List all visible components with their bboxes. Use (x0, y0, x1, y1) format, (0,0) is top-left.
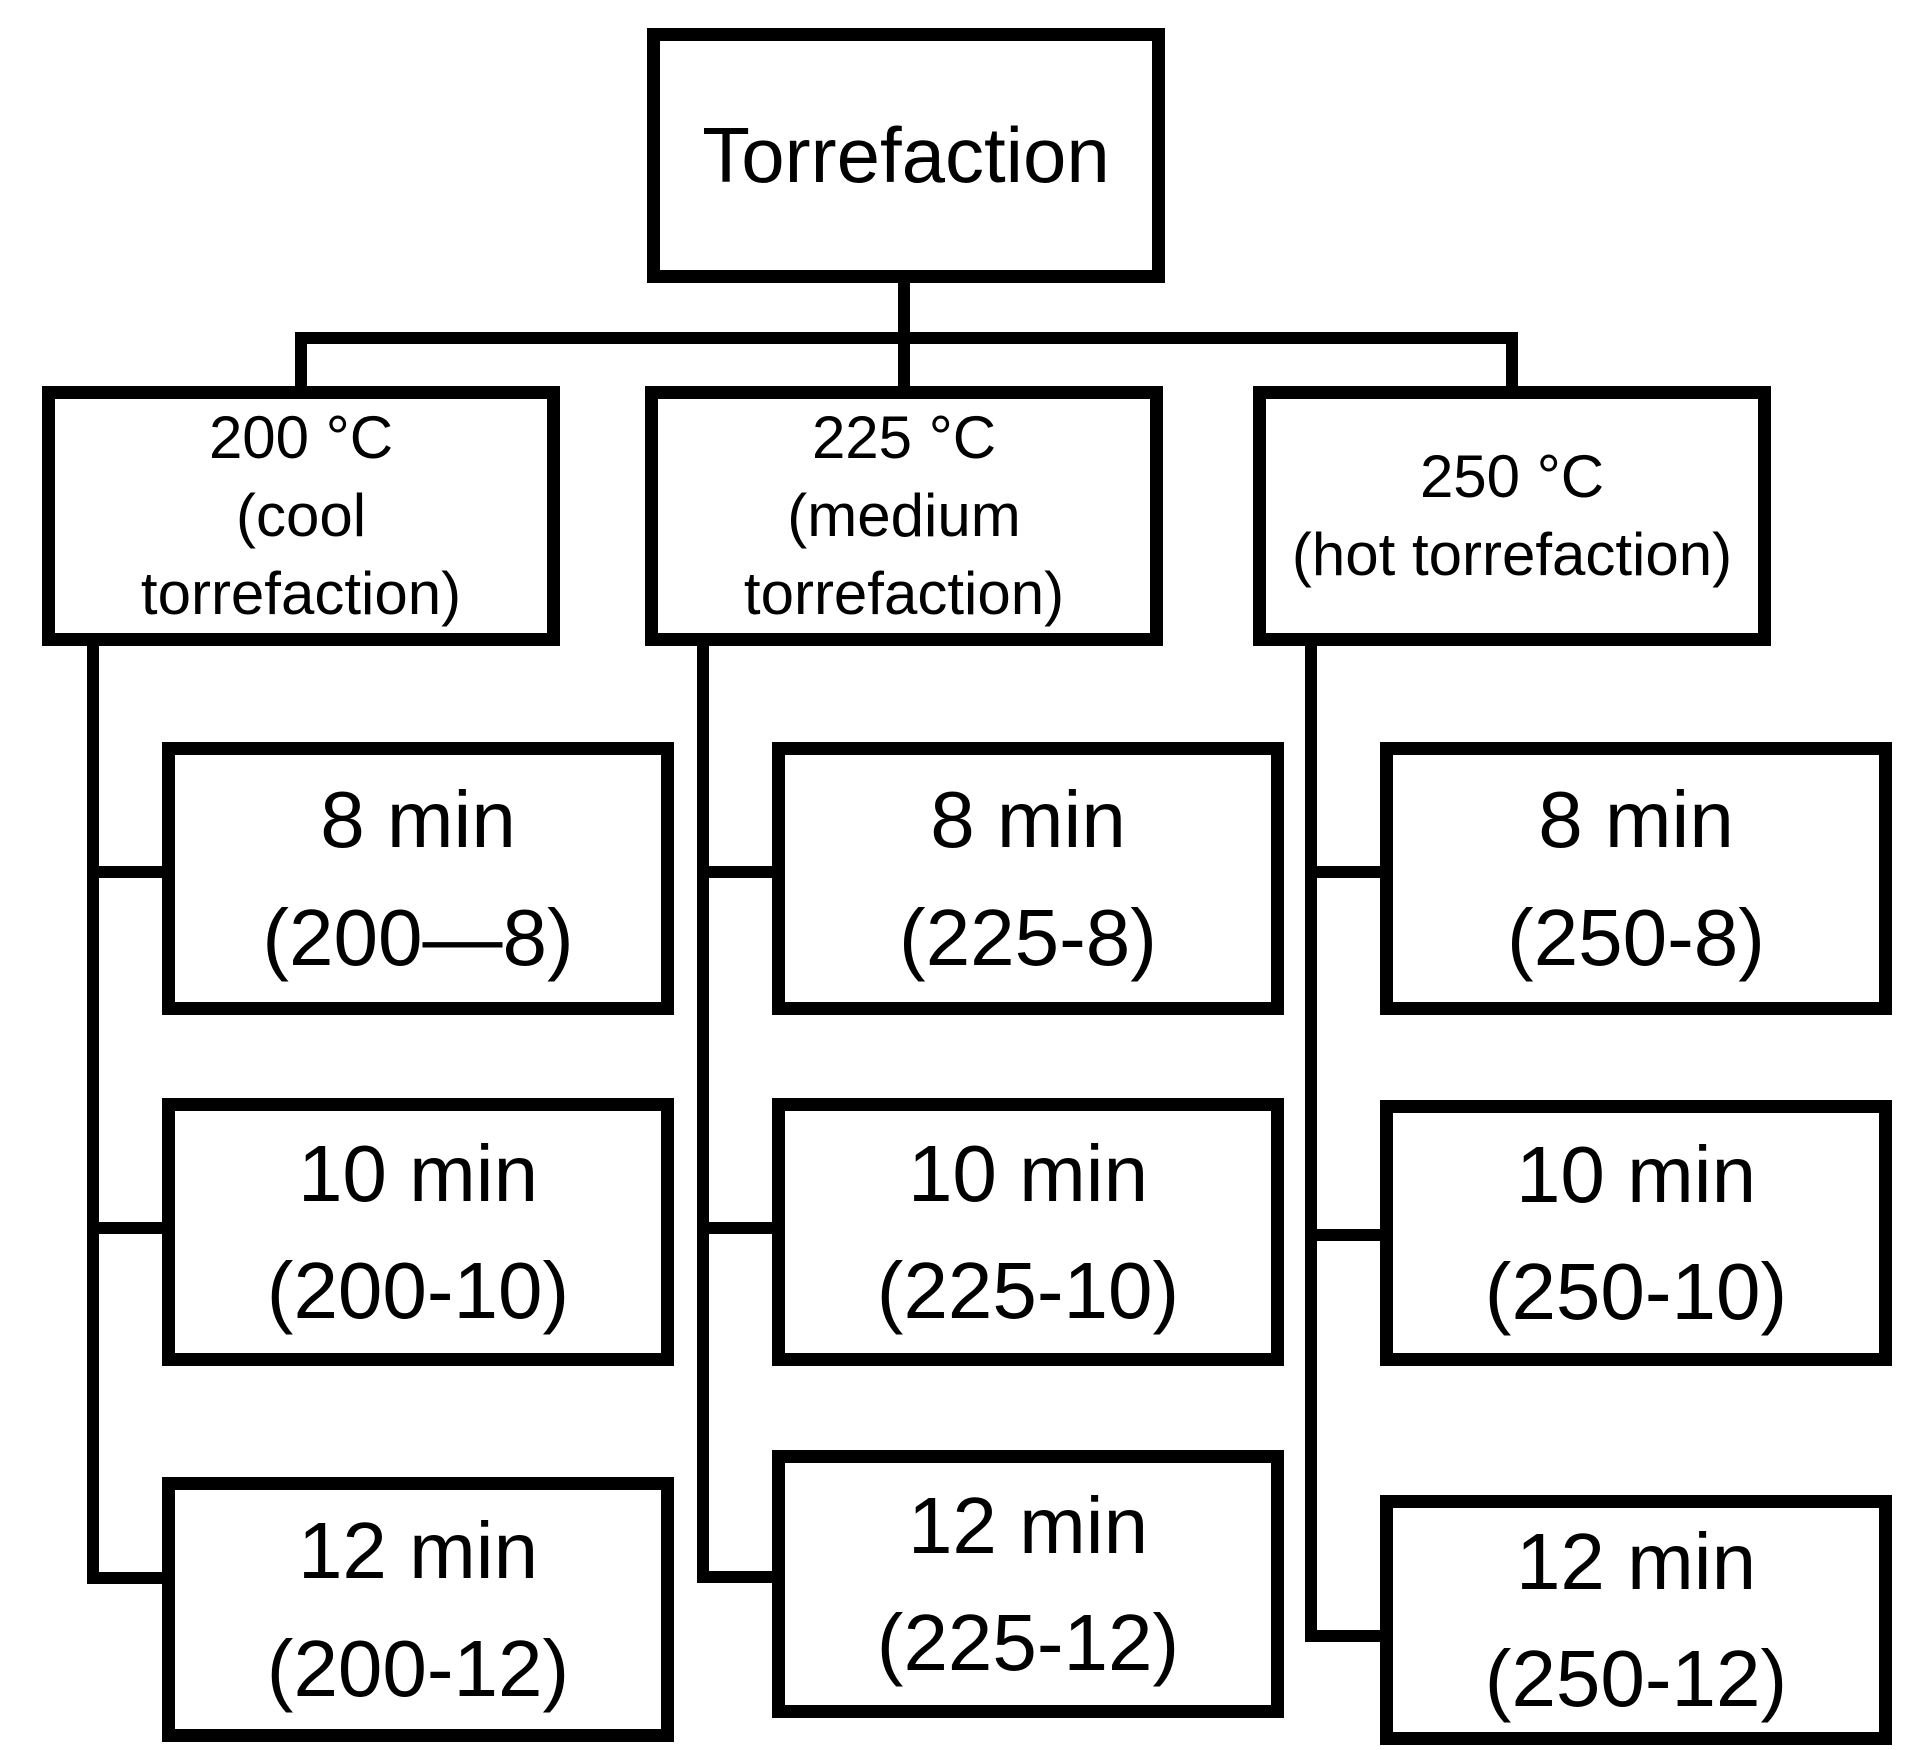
box-time-200-12: 12 min (200-12) (162, 1477, 674, 1742)
time-duration: 10 min (907, 1128, 1149, 1218)
temp-line: 250 °C (1419, 443, 1605, 510)
connector-stub-200-12 (87, 1572, 167, 1584)
connector-stub-225-10 (697, 1222, 777, 1234)
time-code: (250-8) (1507, 892, 1765, 982)
box-time-200-10: 10 min (200-10) (162, 1098, 674, 1366)
connector-feeder-right (1305, 640, 1317, 1642)
time-duration: 10 min (297, 1128, 539, 1218)
temp-line: (medium (787, 482, 1021, 549)
connector-drop-left (295, 332, 307, 392)
time-duration: 12 min (1515, 1516, 1757, 1606)
box-temp-200: 200 °C (cool torrefaction) (42, 386, 560, 646)
box-time-250-8: 8 min (250-8) (1380, 742, 1892, 1015)
connector-feeder-mid (697, 640, 709, 1583)
box-torrefaction: Torrefaction (647, 28, 1165, 283)
connector-stub-250-8 (1305, 866, 1385, 878)
box-temp-225: 225 °C (medium torrefaction) (645, 386, 1163, 646)
time-code: (200-12) (266, 1623, 570, 1713)
connector-distributor (295, 332, 1518, 344)
box-time-225-8: 8 min (225-8) (772, 742, 1284, 1015)
time-code: (225-10) (876, 1246, 1180, 1335)
temp-line: 225 °C (811, 404, 997, 471)
time-code: (225-12) (876, 1598, 1180, 1687)
connector-drop-right (1506, 332, 1518, 392)
connector-stub-225-8 (697, 866, 777, 878)
connector-stub-200-10 (87, 1222, 167, 1234)
box-time-200-8: 8 min (200—8) (162, 742, 674, 1015)
time-duration: 8 min (320, 775, 516, 865)
temp-line: torrefaction) (140, 560, 462, 627)
time-duration: 12 min (297, 1506, 539, 1596)
root-label: Torrefaction (702, 110, 1110, 199)
box-time-250-12: 12 min (250-12) (1380, 1495, 1892, 1745)
box-time-250-10: 10 min (250-10) (1380, 1100, 1892, 1366)
temp-line: (cool (235, 482, 367, 549)
time-duration: 8 min (1538, 775, 1734, 865)
time-duration: 10 min (1515, 1129, 1757, 1219)
time-code: (250-12) (1484, 1634, 1788, 1723)
box-time-225-10: 10 min (225-10) (772, 1098, 1284, 1366)
temp-line: torrefaction) (743, 560, 1065, 627)
time-duration: 8 min (930, 775, 1126, 865)
time-code: (200—8) (262, 892, 574, 982)
time-code: (250-10) (1484, 1247, 1788, 1336)
box-time-225-12: 12 min (225-12) (772, 1450, 1284, 1718)
temp-line: 200 °C (208, 404, 394, 471)
time-code: (225-8) (899, 892, 1157, 982)
connector-stub-250-12 (1305, 1630, 1385, 1642)
connector-stub-250-10 (1305, 1229, 1385, 1241)
time-duration: 12 min (907, 1480, 1149, 1570)
connector-stub-200-8 (87, 866, 167, 878)
time-code: (200-10) (266, 1246, 570, 1335)
connector-feeder-left (87, 640, 99, 1584)
temp-line: (hot torrefaction) (1291, 521, 1733, 588)
connector-stub-225-12 (697, 1571, 777, 1583)
box-temp-250: 250 °C (hot torrefaction) (1253, 386, 1771, 646)
